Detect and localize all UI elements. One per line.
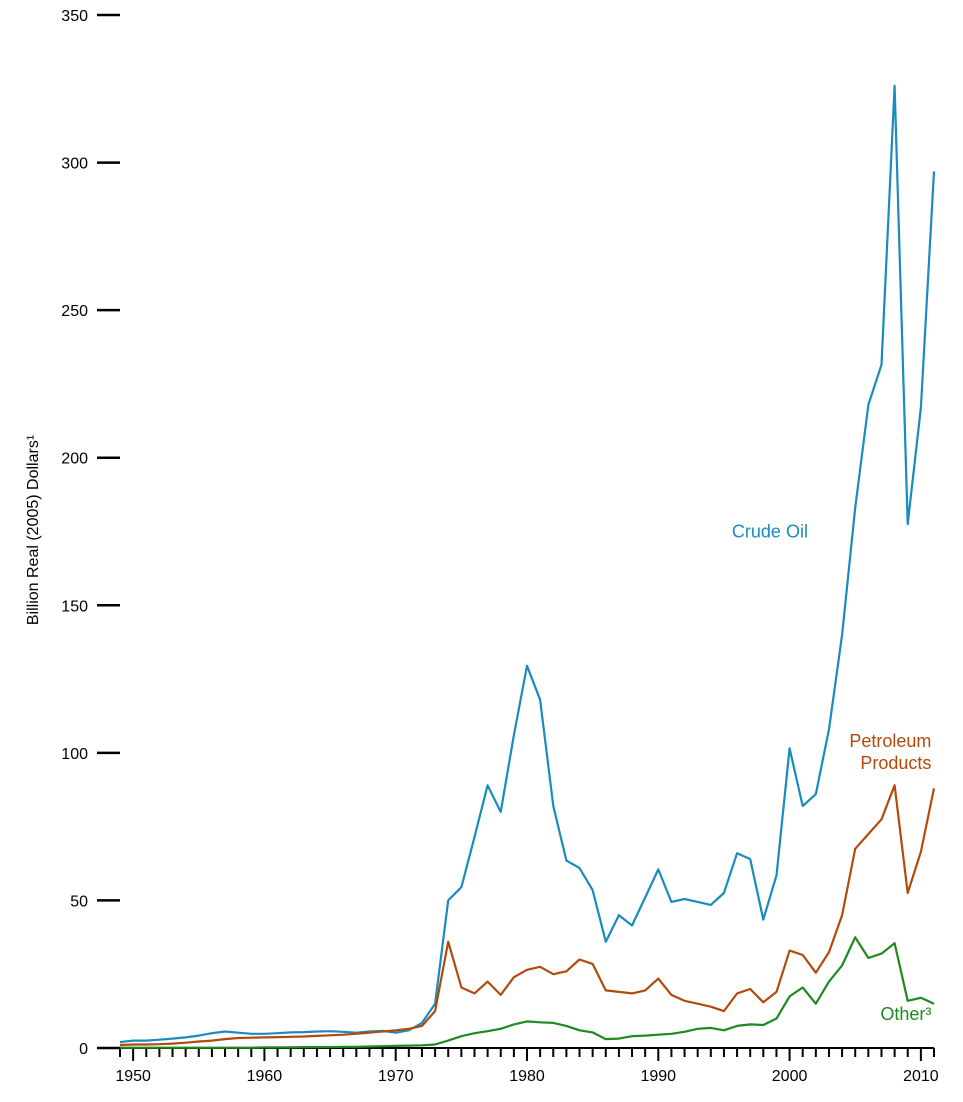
x-tick-label: 2010 [903, 1068, 939, 1085]
x-tick-label: 1950 [115, 1068, 151, 1085]
x-tick-label: 2000 [772, 1068, 808, 1085]
x-tick-label: 1980 [509, 1068, 545, 1085]
series-lines [119, 84, 936, 1049]
series-line [119, 84, 936, 1044]
y-tick-label: 150 [61, 598, 88, 615]
series-label: Petroleum Products [849, 731, 931, 773]
series-label: Crude Oil [732, 521, 808, 541]
y-tick-label: 300 [61, 156, 88, 173]
y-axis-title: Billion Real (2005) Dollars¹ [25, 435, 42, 625]
y-tick-label: 100 [61, 746, 88, 763]
y-tick-label: 50 [70, 893, 88, 910]
series-labels: Crude Oil Petroleum Products Other³ [732, 521, 931, 1024]
x-tick-label: 1960 [247, 1068, 283, 1085]
y-tick-label: 0 [79, 1041, 88, 1058]
y-tick-label: 200 [61, 451, 88, 468]
y-tick-label: 350 [61, 8, 88, 25]
x-tick-label: 1990 [640, 1068, 676, 1085]
y-axis: 0 50 100 150 200 250 300 350 [61, 8, 120, 1058]
series-line [120, 936, 935, 1049]
series-line [119, 784, 936, 1047]
x-tick-label: 1970 [378, 1068, 414, 1085]
y-tick-label: 250 [61, 303, 88, 320]
series-label: Other³ [880, 1004, 931, 1024]
x-axis: 1950 1960 1970 1980 1990 2000 2010 [115, 1047, 939, 1085]
